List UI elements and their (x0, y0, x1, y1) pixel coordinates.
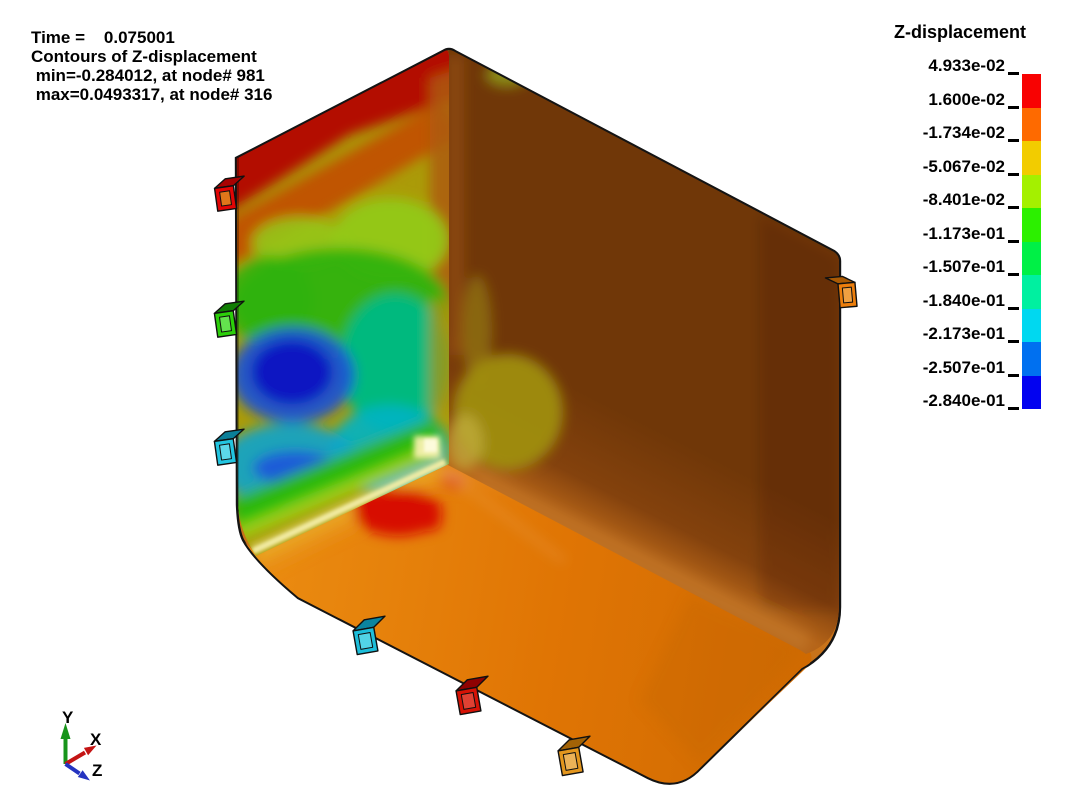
tab-left-green (213, 300, 245, 338)
fringe-band (1022, 208, 1041, 242)
time-text: Time = 0.075001 (31, 28, 175, 47)
legend-tick-row: 1.600e-02 (830, 90, 1020, 110)
axis-triad (60, 723, 97, 781)
fringe-band (1022, 141, 1041, 175)
tab-left-cyan (213, 428, 245, 466)
legend-tick-label: -1.507e-01 (922, 257, 1005, 276)
legend-tick-row: -5.067e-02 (830, 157, 1020, 177)
legend-tick-mark (1008, 407, 1019, 410)
legend-tick-label: -2.840e-01 (922, 391, 1005, 410)
fringe-band (1022, 342, 1041, 376)
fringe-band (1022, 308, 1041, 342)
legend-tick-label: -8.401e-02 (922, 190, 1005, 209)
fringe-band (1022, 241, 1041, 275)
tab-bottom-orange (557, 735, 591, 777)
legend-tick-label: 1.600e-02 (928, 90, 1005, 109)
legend-tick-mark (1008, 139, 1019, 142)
legend-tick-label: -1.840e-01 (922, 291, 1005, 310)
z-axis-arrow (77, 770, 90, 781)
model-outline (235, 48, 841, 785)
legend-tick-row: -1.840e-01 (830, 291, 1020, 311)
legend-tick-mark (1008, 273, 1019, 276)
corner-highlight (249, 436, 449, 556)
fringe-colorbar (1022, 74, 1041, 409)
y-axis-arrow (60, 723, 71, 739)
tab-left-red (213, 175, 245, 212)
contour-title-text: Contours of Z-displacement (31, 47, 257, 66)
legend-tick-mark (1008, 340, 1019, 343)
legend-tick-mark (1008, 307, 1019, 310)
x-axis-arrow (83, 745, 97, 756)
legend-tick-mark (1008, 72, 1019, 75)
tab-bottom-red (455, 675, 489, 716)
min-value-text: min=-0.284012, at node# 981 (31, 66, 265, 85)
fringe-band (1022, 375, 1041, 409)
fringe-band (1022, 74, 1041, 108)
tab-bottom-cyan (352, 615, 386, 656)
legend-tick-row: -2.840e-01 (830, 391, 1020, 411)
x-axis-label: X (90, 730, 102, 749)
legend-tick-row: -1.173e-01 (830, 224, 1020, 244)
legend-tick-row: -1.507e-01 (830, 257, 1020, 277)
annotation-block: Time = 0.075001 Contours of Z-displaceme… (31, 28, 272, 104)
legend-tick-row: -2.173e-01 (830, 324, 1020, 344)
legend-title: Z-displacement (893, 22, 1026, 42)
legend-tick-label: -2.173e-01 (922, 324, 1005, 343)
legend-tick-label: 4.933e-02 (928, 56, 1005, 75)
legend-tick-mark (1008, 173, 1019, 176)
legend-tick-label: -2.507e-01 (922, 358, 1005, 377)
legend-tick-mark (1008, 106, 1019, 109)
left-face (236, 50, 449, 556)
fringe-band (1022, 275, 1041, 309)
legend-tick-label: -1.734e-02 (922, 123, 1005, 142)
legend-tick-mark (1008, 206, 1019, 209)
legend-tick-label: -5.067e-02 (922, 157, 1005, 176)
max-value-text: max=0.0493317, at node# 316 (31, 85, 273, 104)
legend-tick-row: 4.933e-02 (830, 56, 1020, 76)
fringe-band (1022, 174, 1041, 208)
legend-tick-row: -1.734e-02 (830, 123, 1020, 143)
z-axis-label: Z (92, 761, 103, 780)
legend-tick-mark (1008, 240, 1019, 243)
legend-tick-row: -8.401e-02 (830, 190, 1020, 210)
legend-tick-label: -1.173e-01 (922, 224, 1005, 243)
y-axis-label: Y (62, 708, 74, 727)
legend-tick-mark (1008, 374, 1019, 377)
tab-right-orange (824, 275, 858, 309)
legend-tick-row: -2.507e-01 (830, 358, 1020, 378)
fringe-band (1022, 107, 1041, 141)
contour-blobs (236, 50, 449, 541)
